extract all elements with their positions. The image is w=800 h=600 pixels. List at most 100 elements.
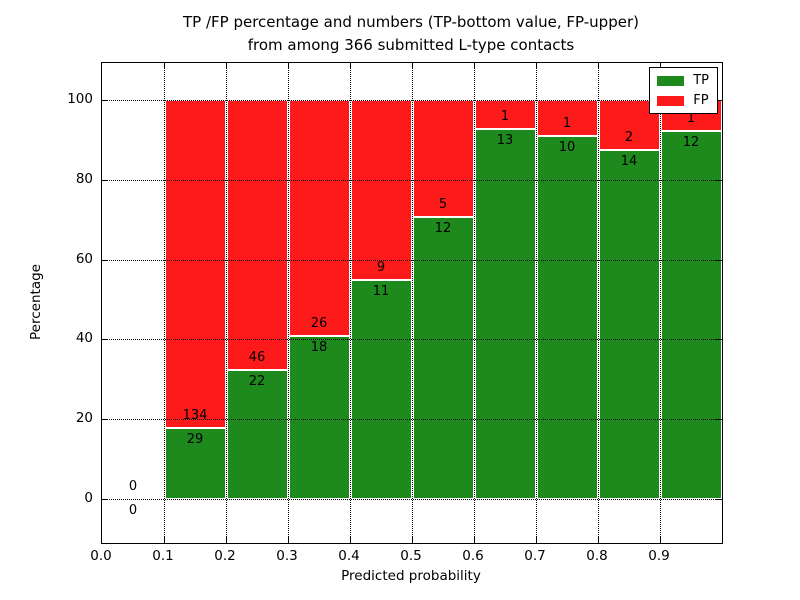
- fp-count-label: 134: [182, 408, 208, 424]
- x-tick-mark-bottom: [536, 537, 537, 543]
- tp-count-label: 10: [558, 140, 576, 156]
- fp-count-label: 46: [248, 349, 266, 365]
- x-tick-mark-top: [350, 63, 351, 69]
- legend-label-fp: FP: [693, 93, 709, 108]
- legend-row-fp: FP: [657, 94, 709, 107]
- x-tick-mark-top: [536, 63, 537, 69]
- x-tick-label: 0.4: [338, 548, 360, 564]
- fp-count-label: 26: [310, 315, 328, 331]
- horizontal-gridline: [102, 179, 722, 181]
- bar-segment-fp: [350, 100, 412, 280]
- fp-count-label: 1: [686, 110, 696, 126]
- x-tick-label: 0.9: [648, 548, 670, 564]
- y-tick-mark-right: [716, 259, 722, 261]
- y-tick-mark-left: [102, 339, 108, 341]
- x-axis-label: Predicted probability: [341, 568, 481, 584]
- vertical-gridline: [224, 63, 228, 543]
- fp-count-label: 0: [128, 479, 138, 494]
- bar-segment-tp: [598, 149, 660, 499]
- tp-count-label: 14: [620, 153, 638, 169]
- vertical-gridline: [472, 63, 476, 543]
- y-tick-mark-left: [102, 499, 108, 500]
- x-tick-label: 0.1: [152, 548, 174, 564]
- x-tick-mark-top: [412, 63, 413, 69]
- x-tick-mark-bottom: [164, 537, 165, 543]
- fp-count-label: 1: [500, 108, 510, 124]
- fp-count-label: 5: [438, 197, 448, 213]
- vertical-gridline: [596, 63, 600, 543]
- horizontal-gridline: [102, 339, 722, 341]
- x-tick-mark-bottom: [474, 537, 475, 543]
- chart-title: TP /FP percentage and numbers (TP-bottom…: [101, 11, 721, 57]
- tp-count-label: 22: [248, 373, 266, 389]
- x-tick-mark-top: [598, 63, 599, 69]
- vertical-gridline: [286, 63, 290, 543]
- bar-segment-tp: [226, 369, 288, 499]
- bar-segment-tp: [660, 130, 722, 499]
- y-tick-label: 80: [75, 170, 93, 187]
- bar-segment-tp: [350, 279, 412, 499]
- y-tick-label: 40: [75, 330, 93, 347]
- horizontal-gridline: [102, 499, 722, 500]
- legend-swatch-tp: [657, 75, 685, 86]
- y-tick-mark-right: [716, 100, 722, 101]
- y-tick-mark-right: [716, 179, 722, 181]
- legend-swatch-fp: [657, 95, 685, 106]
- bar-segment-fp: [164, 100, 226, 429]
- bar-segment-tp: [288, 335, 350, 499]
- y-tick-mark-right: [716, 339, 722, 341]
- x-tick-mark-top: [164, 63, 165, 69]
- y-tick-mark-right: [716, 419, 722, 421]
- x-tick-mark-bottom: [288, 537, 289, 543]
- legend-label-tp: TP: [693, 73, 709, 88]
- fp-count-label: 1: [562, 116, 572, 132]
- tp-count-label: 11: [372, 283, 390, 299]
- x-tick-mark-top: [660, 63, 661, 69]
- y-axis-label: Percentage: [28, 264, 44, 340]
- y-tick-label: 0: [84, 490, 93, 506]
- vertical-gridline: [658, 63, 662, 543]
- x-tick-label: 0.6: [462, 548, 484, 564]
- x-tick-mark-bottom: [226, 537, 227, 543]
- tp-count-label: 0: [128, 503, 138, 518]
- x-tick-label: 0.2: [214, 548, 236, 564]
- tp-count-label: 13: [496, 132, 514, 148]
- y-tick-label: 20: [75, 410, 93, 427]
- y-tick-mark-right: [716, 499, 722, 500]
- bar-segment-tp: [536, 136, 598, 499]
- tp-count-label: 29: [186, 432, 204, 448]
- x-tick-label: 0.7: [524, 548, 546, 564]
- vertical-gridline: [534, 63, 538, 543]
- x-tick-mark-top: [474, 63, 475, 69]
- vertical-gridline: [162, 63, 166, 543]
- tp-count-label: 12: [682, 134, 700, 150]
- x-tick-label: 0.8: [586, 548, 608, 564]
- y-tick-mark-left: [102, 179, 108, 181]
- horizontal-gridline: [102, 100, 722, 101]
- fp-count-label: 9: [376, 259, 386, 275]
- x-tick-mark-bottom: [350, 537, 351, 543]
- x-tick-mark-bottom: [598, 537, 599, 543]
- x-tick-mark-bottom: [412, 537, 413, 543]
- x-tick-mark-bottom: [660, 537, 661, 543]
- legend-row-tp: TP: [657, 74, 709, 87]
- vertical-gridline: [410, 63, 414, 543]
- y-tick-mark-left: [102, 419, 108, 421]
- y-tick-label: 60: [75, 250, 93, 267]
- bar-segment-tp: [412, 217, 474, 499]
- x-tick-label: 0.5: [400, 548, 422, 564]
- bar-segment-tp: [474, 128, 536, 499]
- bar-segment-tp: [164, 428, 226, 499]
- horizontal-gridline: [102, 419, 722, 421]
- y-tick-label: 100: [67, 91, 93, 107]
- bar-segment-fp: [288, 100, 350, 336]
- tp-count-label: 18: [310, 339, 328, 355]
- bar-segment-fp: [226, 100, 288, 370]
- x-tick-mark-top: [288, 63, 289, 69]
- tp-count-label: 12: [434, 221, 452, 237]
- vertical-gridline: [348, 63, 352, 543]
- legend: TP FP: [649, 67, 718, 114]
- chart-title-line2: from among 366 submitted L-type contacts: [247, 36, 575, 54]
- plot-area: 0 0 134 29 46 22 26 18 9 11 5 12 1 13 1 10 2 14 1 12 TP FP: [101, 62, 723, 544]
